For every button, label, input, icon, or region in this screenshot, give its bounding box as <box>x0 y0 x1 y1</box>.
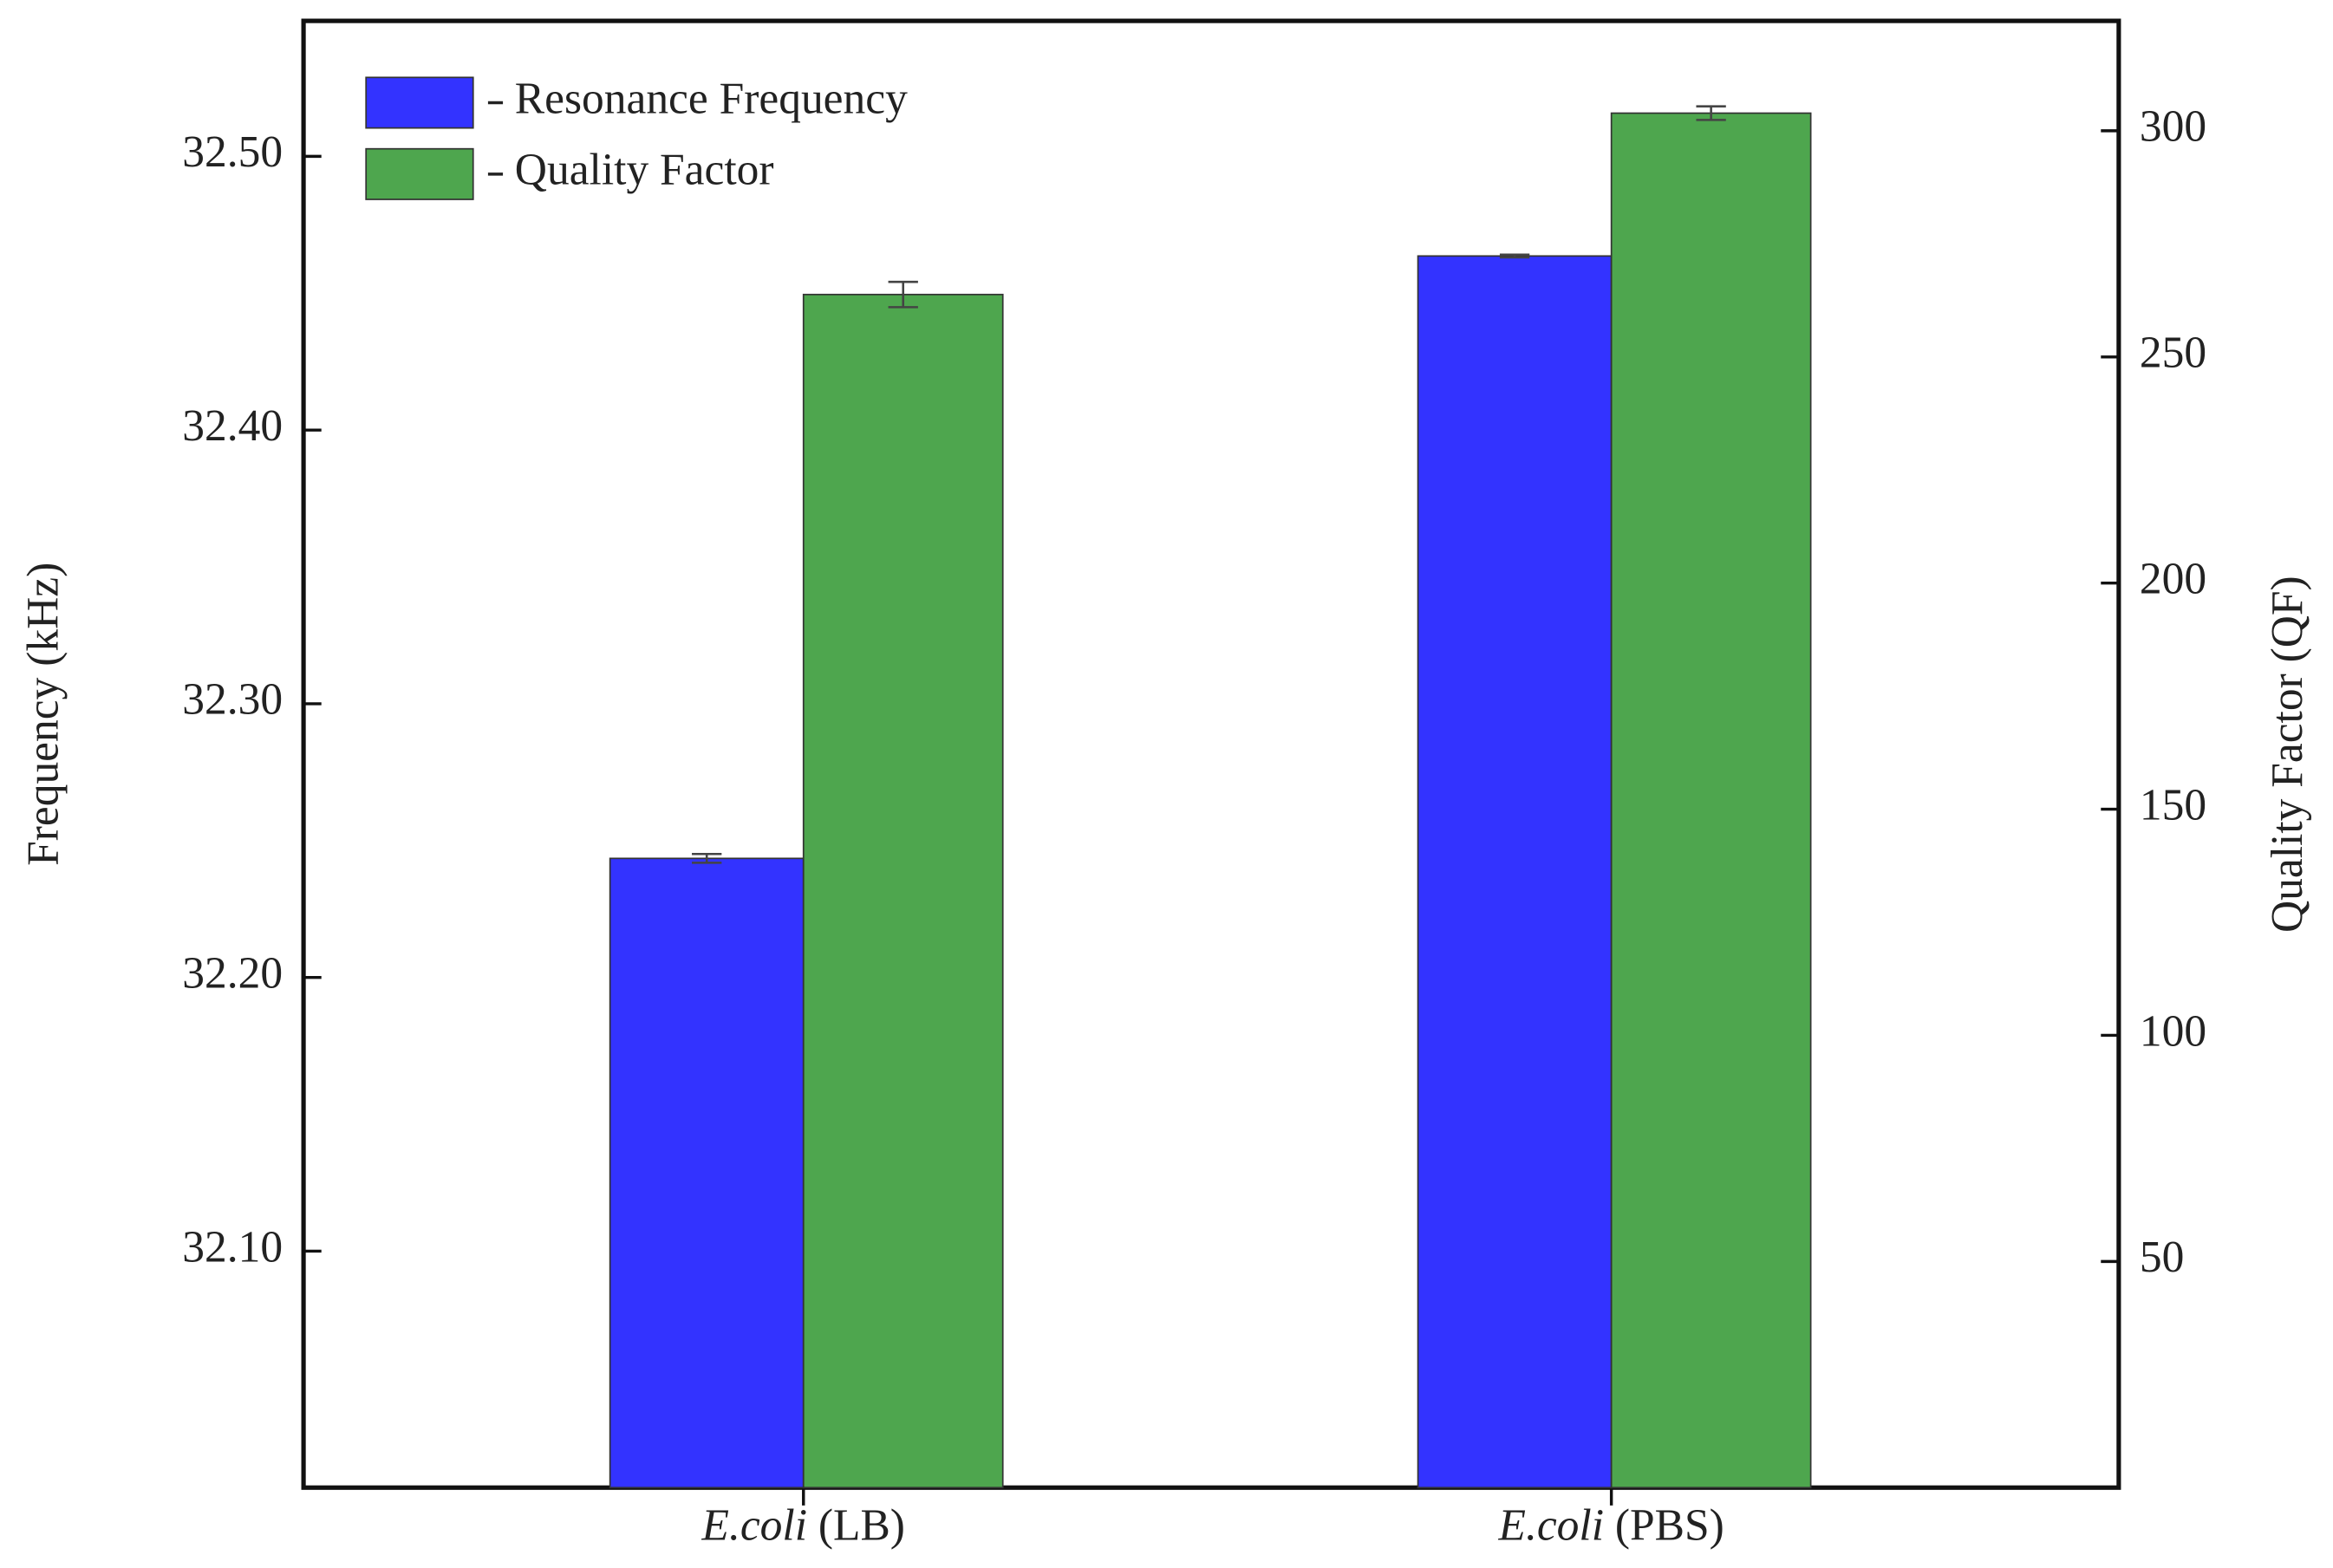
y2-axis-label: Quality Factor (QF) <box>2263 576 2312 933</box>
y2-tick-label: 250 <box>2140 329 2206 378</box>
y-tick-label: 32.20 <box>182 948 283 998</box>
plot-frame <box>301 18 2121 1490</box>
bar <box>609 857 805 1489</box>
y2-tick-label: 200 <box>2140 554 2206 603</box>
legend-label: Resonance Frequency <box>515 74 908 123</box>
bar <box>1610 112 1812 1489</box>
y-tick-label: 32.50 <box>182 127 283 177</box>
y2-tick-label: 100 <box>2140 1006 2206 1056</box>
legend-label: Quality Factor <box>515 146 774 195</box>
y-tick-label: 32.10 <box>182 1222 283 1272</box>
y-tick-label: 32.30 <box>182 675 283 725</box>
y2-tick-label: 300 <box>2140 102 2206 152</box>
y2-tick-label: 150 <box>2140 780 2206 830</box>
x-tick-label: E.coli (PBS) <box>1498 1500 1724 1550</box>
legend-swatch <box>365 76 474 129</box>
error-bar <box>692 852 722 864</box>
category-species: E.coli <box>701 1500 807 1550</box>
error-bar <box>1696 105 1726 121</box>
category-species: E.coli <box>1498 1500 1604 1550</box>
bar <box>802 293 1004 1489</box>
x-tick-label: E.coli (LB) <box>701 1500 905 1550</box>
category-medium: (PBS) <box>1615 1500 1724 1550</box>
y2-tick-label: 50 <box>2140 1233 2184 1282</box>
y-tick-label: 32.40 <box>182 401 283 451</box>
error-bar <box>1499 253 1530 259</box>
category-medium: (LB) <box>818 1500 905 1550</box>
bar <box>1417 255 1613 1489</box>
error-bar <box>888 280 918 309</box>
y-axis-label: Frequency (kHz) <box>19 563 68 866</box>
legend-swatch <box>365 147 474 200</box>
